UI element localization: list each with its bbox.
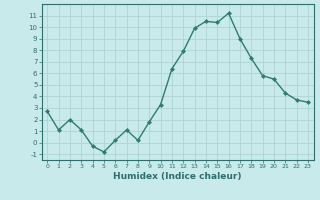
X-axis label: Humidex (Indice chaleur): Humidex (Indice chaleur): [113, 172, 242, 181]
